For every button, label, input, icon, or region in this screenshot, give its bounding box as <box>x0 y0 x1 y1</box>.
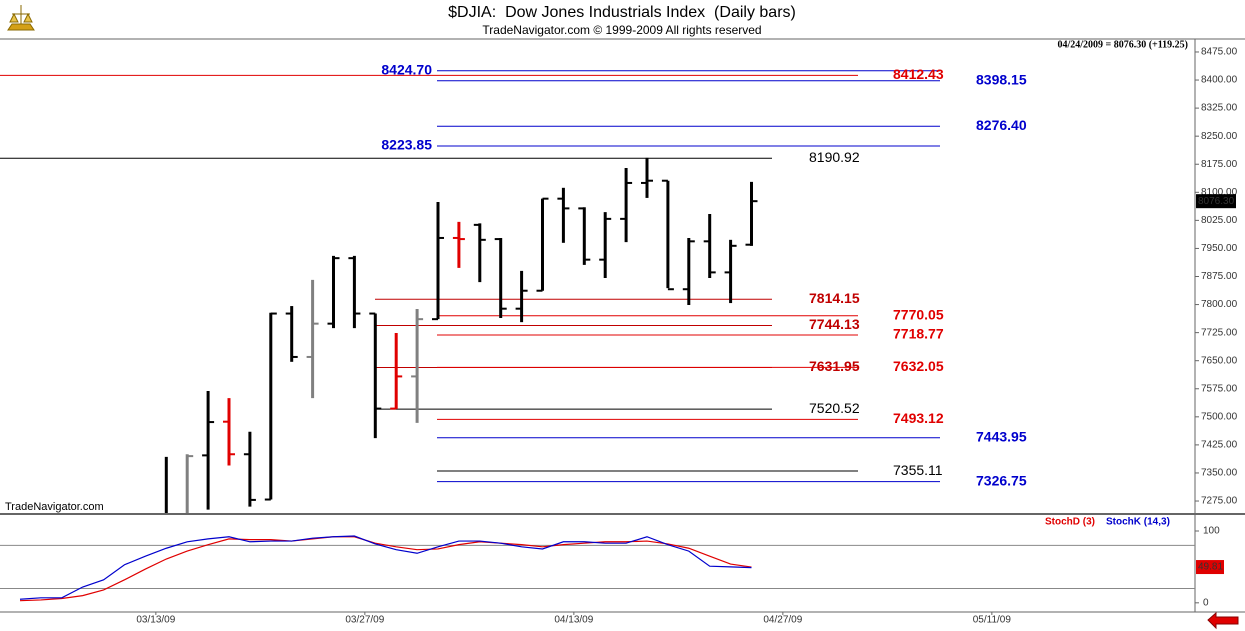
logo <box>7 5 35 31</box>
y-tick-label: 7650.00 <box>1201 355 1238 366</box>
last-value-label: 49.81 <box>1198 562 1223 573</box>
x-tick-label: 04/13/09 <box>554 615 593 626</box>
y-tick-label: 8250.00 <box>1201 131 1238 142</box>
level-label: 8412.43 <box>893 66 944 82</box>
x-tick-label: 05/11/09 <box>973 615 1012 626</box>
level-label: 7744.13 <box>809 316 860 332</box>
y-tick-label: 8325.00 <box>1201 103 1238 114</box>
level-label: 7355.11 <box>893 462 943 478</box>
level-label: 7326.75 <box>976 472 1027 488</box>
y-tick-label: 7950.00 <box>1201 243 1238 254</box>
y-tick-label: 8400.00 <box>1201 75 1238 86</box>
chart-subtitle: TradeNavigator.com © 1999-2009 All right… <box>482 23 761 37</box>
y-tick-label: 7275.00 <box>1201 496 1238 507</box>
last-value-box <box>1196 560 1224 575</box>
legend-entry: StochK (14,3) <box>1106 517 1170 528</box>
chart-title: $DJIA: Dow Jones Industrials Index (Dail… <box>448 4 796 21</box>
y-tick-label: 7575.00 <box>1201 383 1238 394</box>
y-tick-label: 8025.00 <box>1201 215 1238 226</box>
level-label: 8276.40 <box>976 117 1027 133</box>
legend-entry: StochD (3) <box>1045 517 1095 528</box>
scroll-arrow[interactable] <box>1207 611 1239 630</box>
stoch-plot <box>0 535 1195 602</box>
level-label: 7493.12 <box>893 410 944 426</box>
y-tick-label: 8475.00 <box>1201 47 1238 58</box>
y-tick-label: 7875.00 <box>1201 271 1238 282</box>
level-label: 7520.52 <box>809 400 860 416</box>
last-close-label: 8076.30 <box>1198 196 1235 207</box>
level-label: 8398.15 <box>976 71 1027 87</box>
x-tick-label: 03/13/09 <box>136 615 175 626</box>
y-tick-label: 8175.00 <box>1201 159 1238 170</box>
y-tick-label: 7350.00 <box>1201 468 1238 479</box>
level-label: 7814.15 <box>809 290 860 306</box>
x-tick-label: 03/27/09 <box>345 615 384 626</box>
stoch-line <box>19 535 752 600</box>
level-label: 8424.70 <box>381 62 432 78</box>
level-label: 8223.85 <box>381 137 432 153</box>
level-label: 7770.05 <box>893 306 944 322</box>
level-label: 7631.95 <box>809 358 860 374</box>
level-label: 8190.92 <box>809 149 860 165</box>
y-tick-label: 7725.00 <box>1201 327 1238 338</box>
level-label: 7632.05 <box>893 358 944 374</box>
last-close-box <box>1196 194 1236 209</box>
y-tick-label: 7500.00 <box>1201 411 1238 422</box>
y-tick-label: 8100.00 <box>1201 187 1238 198</box>
level-label: 7443.95 <box>976 429 1027 445</box>
watermark: TradeNavigator.com <box>5 501 104 513</box>
price-plot: 8424.70 8412.43 8398.15 8276.40 8223.85 8190.… <box>0 62 1027 513</box>
quote-label: 04/24/2009 = 8076.30 (+119.25) <box>1057 39 1188 50</box>
y-tick-label: 7800.00 <box>1201 299 1238 310</box>
x-tick-label: 04/27/09 <box>763 615 802 626</box>
y-tick-label: 100 <box>1203 526 1220 537</box>
y-tick-label: 7425.00 <box>1201 440 1238 451</box>
y-tick-label: 0 <box>1203 597 1209 608</box>
level-label: 7718.77 <box>893 326 944 342</box>
